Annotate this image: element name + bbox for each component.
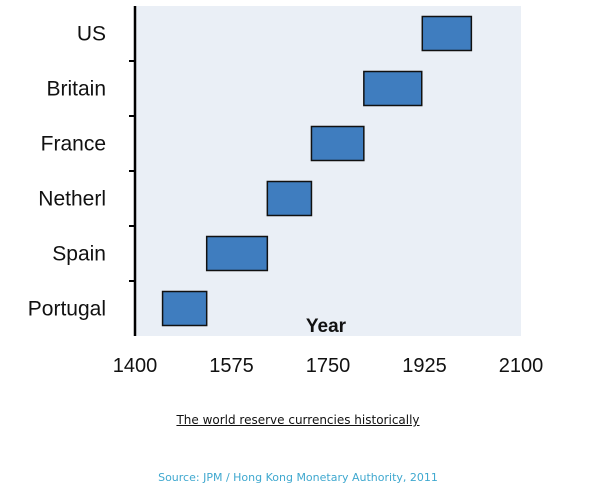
x-tick-label: 1925: [402, 355, 447, 377]
bar-spain: [205, 235, 269, 272]
bar-us: [421, 15, 473, 52]
x-tick-label: 2100: [499, 355, 544, 377]
x-tick-label: 1400: [113, 355, 158, 377]
bar-france: [310, 125, 365, 162]
category-label: Spain: [52, 243, 106, 266]
category-label: Britain: [46, 78, 106, 101]
plot-area: [135, 6, 521, 336]
chart: 1400 1575 1750 1925 2100 US Britain France Neth…: [28, 6, 544, 377]
bar-netherl: [266, 180, 313, 217]
x-axis-label: Year: [306, 316, 347, 337]
category-label: US: [77, 23, 106, 46]
chart-caption: The world reserve currencies historicall…: [176, 413, 420, 427]
category-label: Netherl: [38, 188, 106, 211]
category-label: France: [41, 133, 106, 156]
x-tick-label: 1575: [209, 355, 254, 377]
source-note: Source: JPM / Hong Kong Monetary Authori…: [158, 471, 438, 484]
bar-portugal: [161, 290, 208, 327]
category-label: Portugal: [28, 298, 106, 321]
bar-britain: [363, 70, 423, 107]
x-tick-label: 1750: [306, 355, 351, 377]
